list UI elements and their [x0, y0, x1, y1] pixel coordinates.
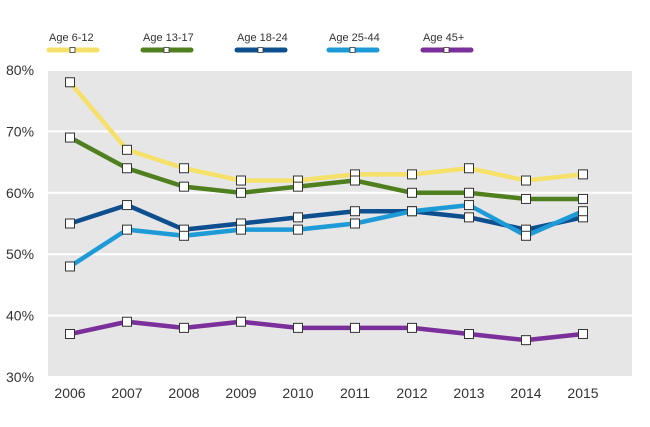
data-point — [122, 144, 132, 155]
legend: Age 6-12 Age 13-17 Age 18-24 Age 25-44 Age 4… — [46, 32, 474, 53]
legend-marker — [69, 47, 76, 53]
data-point — [65, 329, 75, 340]
legend-item: Age 45+ — [420, 32, 474, 53]
y-tick-label: 30% — [6, 369, 34, 385]
legend-marker — [257, 47, 264, 53]
legend-marker — [163, 47, 170, 53]
y-axis: 80% 70% 60% 50% 40% 30% — [6, 62, 34, 385]
data-point — [407, 322, 417, 333]
data-point — [65, 261, 75, 272]
x-tick-label: 2011 — [340, 385, 370, 401]
data-point — [464, 187, 474, 198]
data-point — [293, 322, 303, 333]
legend-item: Age 18-24 — [234, 32, 288, 53]
gridlines — [48, 69, 632, 378]
legend-label: Age 6-12 — [49, 32, 94, 44]
x-tick-label: 2012 — [396, 385, 427, 401]
legend-label: Age 45+ — [423, 32, 464, 44]
x-axis: 2006 2007 2008 2009 2010 2011 2012 2013 2014 2015 — [54, 385, 598, 401]
x-tick-label: 2015 — [567, 385, 598, 401]
data-point — [578, 329, 588, 340]
series-markers — [65, 77, 588, 346]
series-line-age-45 — [67, 319, 586, 343]
data-point — [350, 322, 360, 333]
series-line-age-13-17 — [67, 135, 586, 202]
data-point — [407, 206, 417, 217]
data-point — [179, 322, 189, 333]
x-tick-label: 2013 — [453, 385, 484, 401]
data-point — [350, 218, 360, 229]
series-line-age-25-44 — [67, 202, 586, 269]
legend-label: Age 18-24 — [237, 32, 288, 44]
x-tick-label: 2010 — [282, 385, 313, 401]
data-point — [65, 77, 75, 88]
data-point — [236, 316, 246, 327]
data-point — [578, 169, 588, 180]
data-point — [521, 230, 531, 241]
data-point — [122, 316, 132, 327]
data-point — [464, 212, 474, 223]
x-tick-label: 2014 — [510, 385, 541, 401]
data-point — [464, 200, 474, 211]
data-point — [179, 163, 189, 174]
data-point — [179, 230, 189, 241]
y-tick-label: 70% — [6, 123, 34, 139]
legend-label: Age 25-44 — [329, 32, 380, 44]
data-point — [293, 224, 303, 235]
data-point — [293, 181, 303, 192]
data-point — [122, 200, 132, 211]
data-point — [236, 224, 246, 235]
x-tick-label: 2008 — [168, 385, 199, 401]
data-point — [293, 212, 303, 223]
data-point — [179, 181, 189, 192]
data-point — [122, 224, 132, 235]
data-point — [578, 193, 588, 204]
data-point — [350, 206, 360, 217]
x-tick-label: 2009 — [225, 385, 256, 401]
y-tick-label: 60% — [6, 185, 34, 201]
y-tick-label: 40% — [6, 308, 34, 324]
y-tick-label: 50% — [6, 246, 34, 262]
x-tick-label: 2006 — [54, 385, 85, 401]
data-point — [521, 193, 531, 204]
data-point — [122, 163, 132, 174]
legend-item: Age 25-44 — [326, 32, 380, 53]
data-point — [236, 187, 246, 198]
data-point — [236, 175, 246, 186]
series-line-age-6-12 — [67, 80, 586, 183]
data-point — [464, 163, 474, 174]
data-point — [521, 175, 531, 186]
legend-marker — [443, 47, 450, 53]
data-point — [578, 206, 588, 217]
y-tick-label: 80% — [6, 62, 34, 78]
data-point — [65, 218, 75, 229]
data-point — [521, 335, 531, 346]
legend-label: Age 13-17 — [143, 32, 194, 44]
data-point — [407, 187, 417, 198]
data-point — [407, 169, 417, 180]
series-lines — [67, 80, 586, 343]
series-line-age-18-24 — [67, 202, 586, 232]
data-point — [464, 329, 474, 340]
data-point — [350, 175, 360, 186]
x-tick-label: 2007 — [111, 385, 142, 401]
data-point — [65, 132, 75, 143]
legend-item: Age 13-17 — [140, 32, 194, 53]
legend-item: Age 6-12 — [46, 32, 100, 53]
legend-marker — [349, 47, 356, 53]
